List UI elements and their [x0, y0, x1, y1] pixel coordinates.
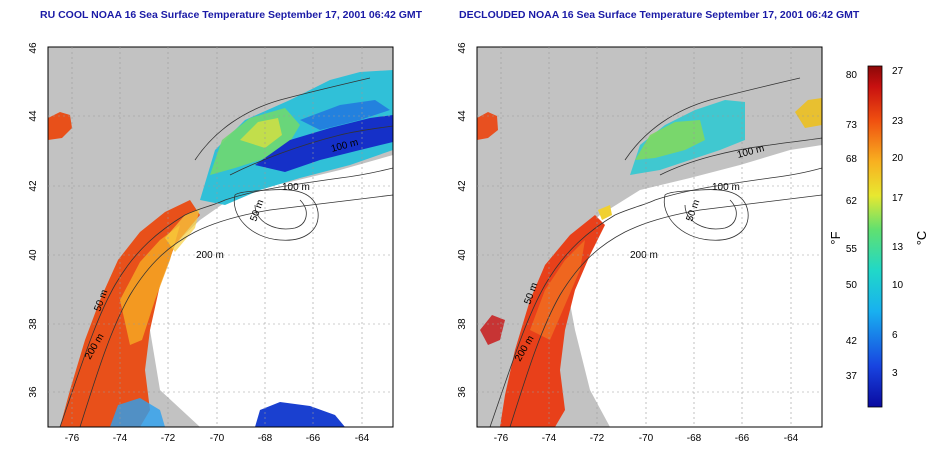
- celsius-tick: 10: [892, 280, 904, 291]
- tick-label: 38: [28, 318, 39, 330]
- tick-label: 46: [457, 42, 468, 54]
- contour-label: 200 m: [630, 250, 658, 261]
- tick-label: 36: [28, 386, 39, 398]
- panel-2-x-axis: -76 -74 -72 -70 -68 -66 -64: [494, 433, 799, 444]
- fahrenheit-tick: 37: [846, 371, 858, 382]
- celsius-tick: 27: [892, 66, 904, 77]
- tick-label: 36: [457, 386, 468, 398]
- cold-water-band: [255, 115, 393, 172]
- tick-label: -74: [113, 433, 128, 444]
- tick-label: -66: [306, 433, 321, 444]
- tick-label: -70: [639, 433, 654, 444]
- celsius-tick: 17: [892, 193, 904, 204]
- panel-2-y-axis: 36 38 40 42 44 46: [457, 42, 468, 398]
- contour-label: 100 m: [712, 182, 740, 193]
- panel-2-title: DECLOUDED NOAA 16 Sea Surface Temperatur…: [459, 9, 860, 21]
- fahrenheit-tick: 62: [846, 196, 858, 207]
- celsius-tick: 6: [892, 330, 898, 341]
- contour-label: 100 m: [282, 182, 310, 193]
- gulf-of-maine-water: [200, 70, 393, 205]
- tick-label: -72: [161, 433, 176, 444]
- cloud-cover: [150, 155, 393, 427]
- fahrenheit-tick: 42: [846, 336, 858, 347]
- tick-label: 44: [28, 110, 39, 122]
- tick-label: -70: [210, 433, 225, 444]
- fahrenheit-tick: 50: [846, 280, 858, 291]
- celsius-label: °C: [914, 231, 929, 246]
- panel-1-title: RU COOL NOAA 16 Sea Surface Temperature …: [40, 9, 423, 21]
- tick-label: -68: [258, 433, 273, 444]
- tick-label: 38: [457, 318, 468, 330]
- panel-1-grid: [48, 47, 393, 427]
- panel-1-x-axis: -76 -74 -72 -70 -68 -66 -64: [65, 433, 370, 444]
- panel-1-map: 100 m 50 m 200 m 100 m 50 m 200 m: [47, 46, 394, 428]
- depth-contours: [489, 77, 822, 427]
- panel-1-frame: [47, 46, 394, 428]
- tick-label: -76: [494, 433, 509, 444]
- tick-label: -66: [735, 433, 750, 444]
- tick-label: 46: [28, 42, 39, 54]
- tick-label: -68: [687, 433, 702, 444]
- ocean-decloud: [560, 145, 822, 427]
- tick-label: -76: [65, 433, 80, 444]
- tick-label: 40: [28, 249, 39, 261]
- celsius-tick: 13: [892, 242, 904, 253]
- colorbar-gradient: [867, 65, 883, 408]
- panel-1-y-axis: 36 38 40 42 44 46: [28, 42, 39, 398]
- tick-label: 40: [457, 249, 468, 261]
- celsius-tick: 3: [892, 368, 898, 379]
- fahrenheit-tick: 73: [846, 120, 858, 131]
- panel-2-grid: [477, 47, 822, 427]
- celsius-tick: 20: [892, 153, 904, 164]
- tick-label: -72: [590, 433, 605, 444]
- tick-label: -64: [784, 433, 799, 444]
- panel-2-frame: [476, 46, 823, 428]
- celsius-tick: 23: [892, 116, 904, 127]
- panel-2-map: 100 m 50 m 200 m 100 m 50 m 200 m: [476, 46, 823, 428]
- colorbar: 80 73 68 62 55 50 42 37 27 23 20 17 13 1…: [828, 65, 929, 408]
- tick-label: 44: [457, 110, 468, 122]
- tick-label: -64: [355, 433, 370, 444]
- tick-label: 42: [28, 180, 39, 192]
- fahrenheit-tick: 68: [846, 154, 858, 165]
- fahrenheit-tick: 80: [846, 70, 858, 81]
- fahrenheit-tick: 55: [846, 244, 858, 255]
- depth-contours: [59, 77, 393, 427]
- tick-label: 42: [457, 180, 468, 192]
- contour-label: 200 m: [196, 250, 224, 261]
- fahrenheit-label: °F: [828, 231, 843, 244]
- tick-label: -74: [542, 433, 557, 444]
